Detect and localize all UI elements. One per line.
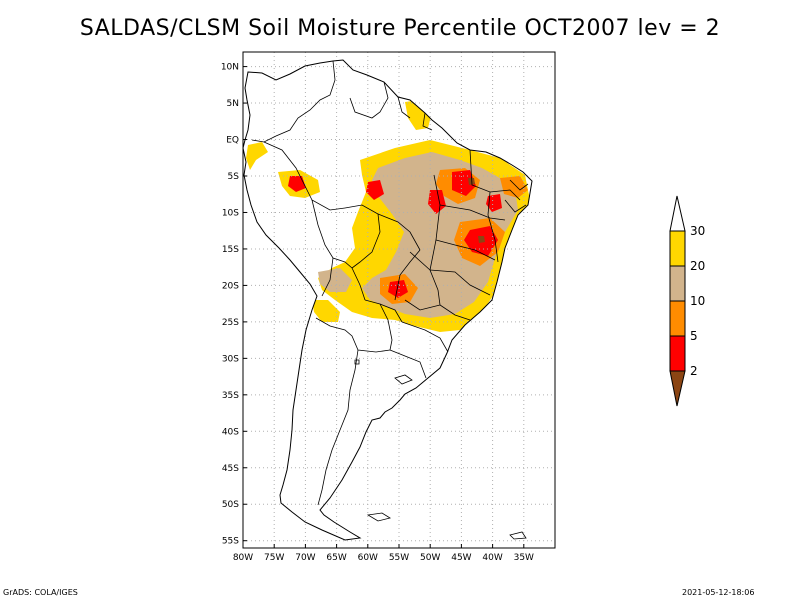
shade-2-5 bbox=[366, 180, 384, 200]
shade-20-30 bbox=[246, 142, 268, 170]
lat-tick-label: 55S bbox=[222, 537, 239, 547]
shade-5-10 bbox=[500, 176, 528, 198]
lat-tick-label: 15S bbox=[222, 245, 239, 255]
legend-label-10: 10 bbox=[690, 294, 705, 308]
lat-tick-label: 45S bbox=[222, 464, 239, 474]
lon-tick-label: 50W bbox=[420, 553, 440, 563]
lat-tick-label: 10N bbox=[221, 63, 239, 73]
shade-2-5 bbox=[388, 280, 408, 298]
percentile-shading bbox=[246, 100, 530, 332]
shade-20-30 bbox=[312, 300, 340, 322]
legend-label-20: 20 bbox=[690, 259, 705, 273]
lat-tick-label: 50S bbox=[222, 500, 239, 510]
footer-credit: GrADS: COLA/IGES bbox=[3, 588, 78, 597]
lon-tick-label: 80W bbox=[233, 553, 253, 563]
lon-tick-label: 55W bbox=[389, 553, 409, 563]
lon-tick-label: 65W bbox=[326, 553, 346, 563]
map-title: SALDAS/CLSM Soil Moisture Percentile OCT… bbox=[79, 16, 721, 41]
footer-timestamp: 2021-05-12-18:06 bbox=[682, 588, 755, 597]
lon-tick-label: 35W bbox=[514, 553, 534, 563]
color-bar-legend: 30 20 10 5 2 bbox=[669, 195, 705, 407]
legend-swatch-10-20 bbox=[669, 265, 686, 302]
shade-2-5 bbox=[288, 176, 306, 192]
lon-tick-label: 75W bbox=[264, 553, 284, 563]
shade-2-5 bbox=[452, 170, 476, 196]
legend-label-2: 2 bbox=[690, 364, 698, 378]
longitude-axis: 80W 75W 70W 65W 60W 55W 50W 45W 40W 35W bbox=[233, 544, 534, 563]
shade-2-5 bbox=[428, 190, 446, 214]
lon-tick-label: 70W bbox=[295, 553, 315, 563]
lat-tick-label: 5N bbox=[227, 99, 239, 109]
islands bbox=[354, 359, 527, 540]
lat-tick-label: 20S bbox=[222, 281, 239, 291]
latitude-axis: 10N 5N EQ 5S 10S 15S 20S 25S 30S 35S 40S 45S 50S 55S bbox=[221, 63, 247, 547]
lon-tick-label: 60W bbox=[358, 553, 378, 563]
lon-tick-label: 40W bbox=[482, 553, 502, 563]
lat-tick-label: 40S bbox=[222, 427, 239, 437]
lat-tick-label: 35S bbox=[222, 391, 239, 401]
lat-lon-grid bbox=[243, 52, 555, 548]
lat-tick-label: 30S bbox=[222, 354, 239, 364]
lat-tick-label: 10S bbox=[222, 208, 239, 218]
legend-swatch-5-10 bbox=[669, 300, 686, 337]
shade-20-30 bbox=[405, 100, 432, 130]
legend-swatch-2-5 bbox=[669, 335, 686, 372]
legend-label-5: 5 bbox=[690, 329, 698, 343]
shade-10-20 bbox=[318, 268, 352, 292]
legend-swatch-20-30 bbox=[669, 230, 686, 267]
shade-2-5 bbox=[486, 194, 502, 212]
shade-below-2 bbox=[478, 236, 485, 243]
legend-label-30: 30 bbox=[690, 224, 705, 238]
country-borders bbox=[251, 60, 529, 506]
legend-arrow-bottom bbox=[669, 370, 686, 407]
lat-tick-label: 25S bbox=[222, 318, 239, 328]
lat-tick-label: EQ bbox=[226, 136, 239, 146]
lat-tick-label: 5S bbox=[228, 172, 240, 182]
lon-tick-label: 45W bbox=[451, 553, 471, 563]
legend-arrow-top bbox=[669, 195, 686, 232]
